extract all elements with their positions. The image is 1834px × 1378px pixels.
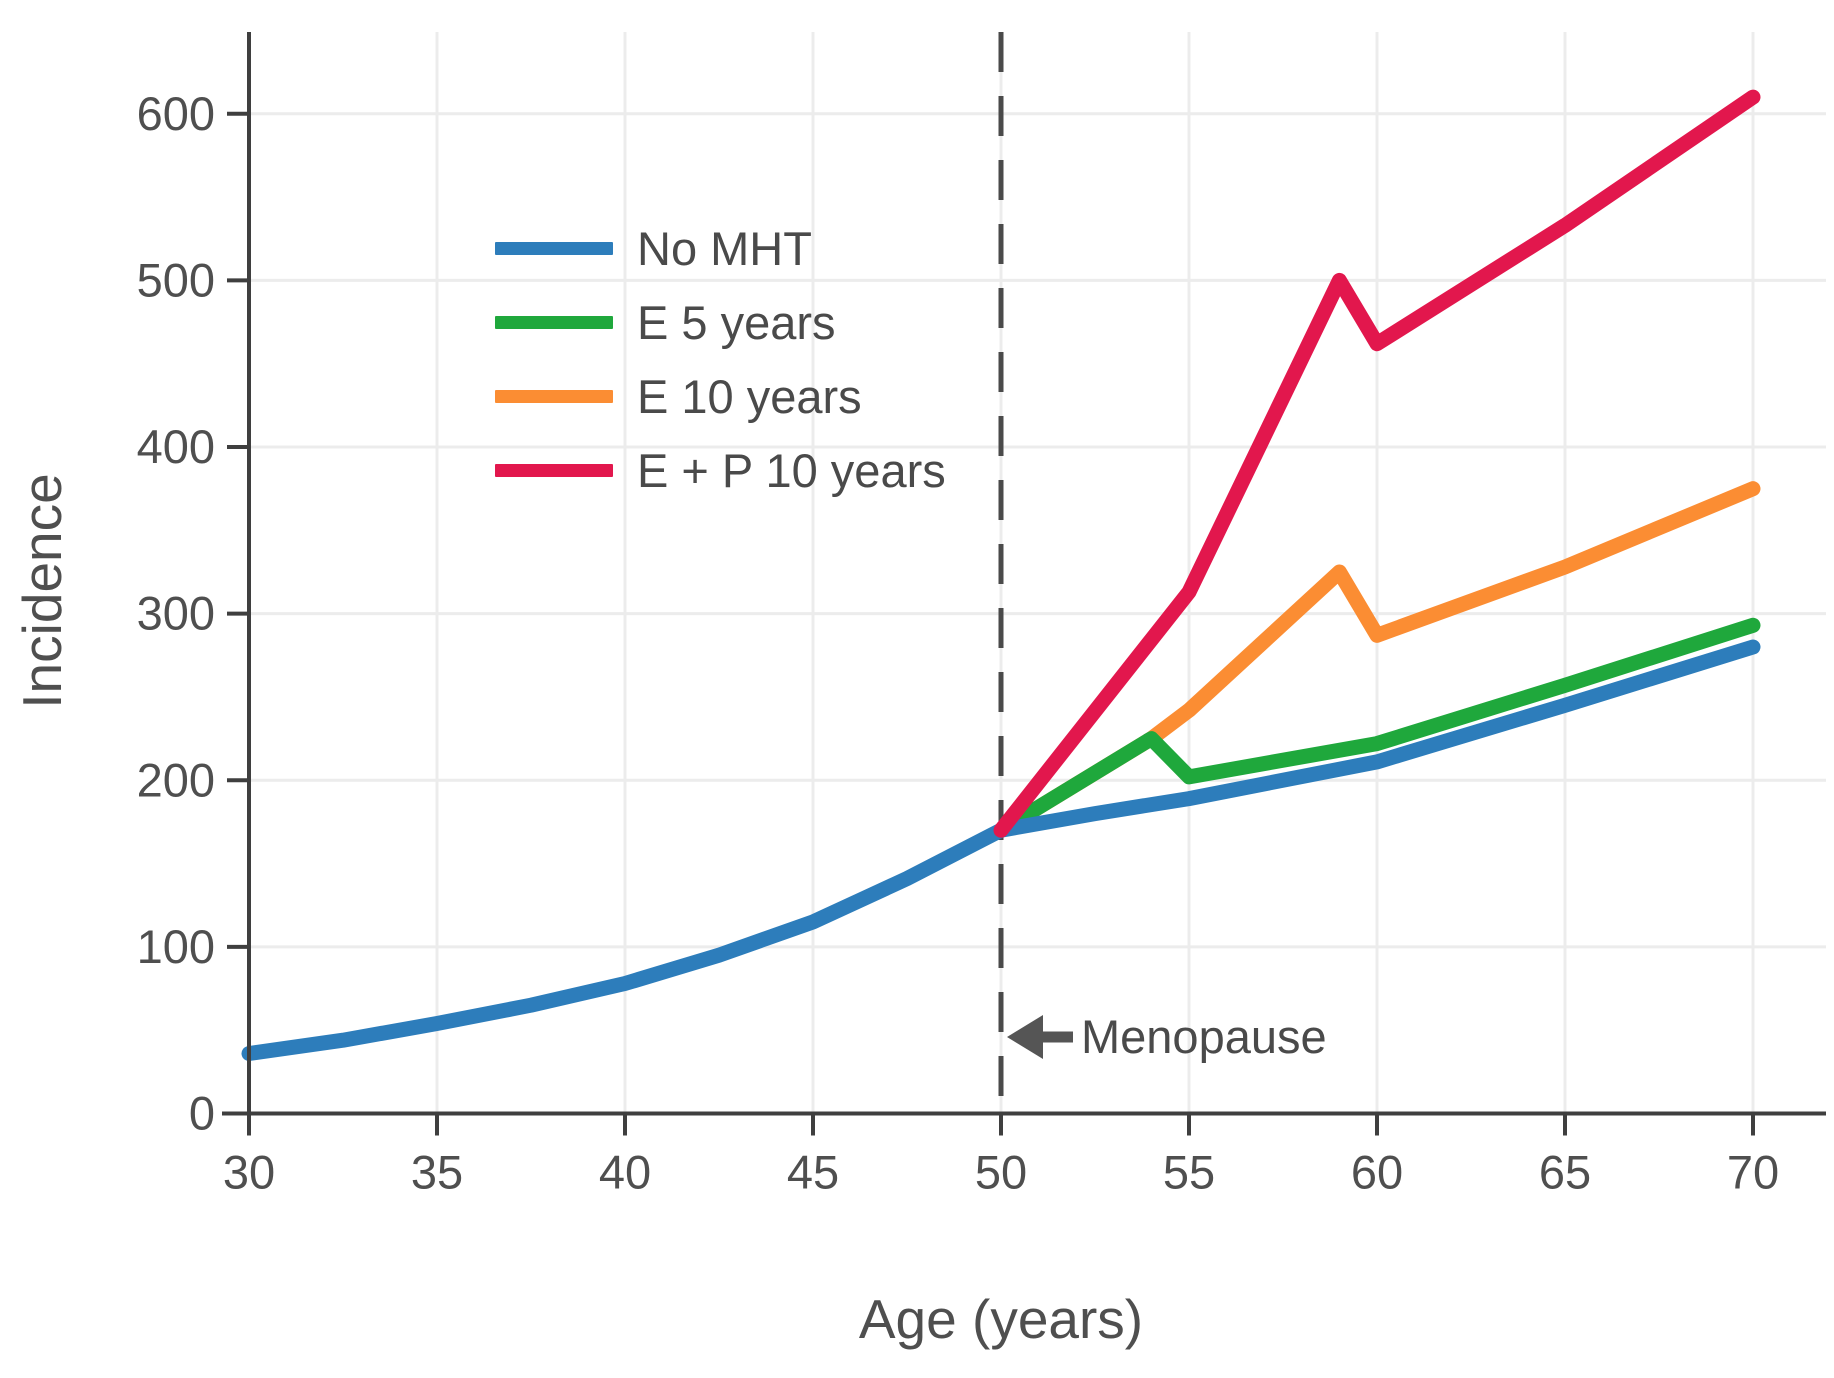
legend-label-no-mht: No MHT [637,221,812,275]
y-tick-label: 200 [137,753,215,806]
legend-label-e5: E 5 years [637,295,836,349]
legend-swatch-e5 [495,315,613,329]
x-tick-label: 35 [411,1146,463,1199]
legend-item-no-mht: No MHT [495,211,946,285]
y-tick-label: 0 [189,1087,215,1140]
y-tick-label: 400 [137,420,215,473]
y-axis-title: Incidence [11,473,73,709]
legend-item-e5: E 5 years [495,285,946,359]
tick-labels: 30 35 40 45 50 55 60 65 70 0 100 200 300 400 500 600 [137,87,1780,1199]
y-tick-label: 100 [137,920,215,973]
y-tick-label: 300 [137,587,215,640]
y-tick-label: 500 [137,253,215,306]
series-line-e-p-10-years [993,89,1761,838]
legend: No MHT E 5 years E 10 years E + P 10 yea… [495,211,946,507]
x-tick-label: 30 [223,1146,275,1199]
series-line-e-5-years [993,617,1761,838]
menopause-annotation-label: Menopause [1081,1010,1327,1063]
legend-swatch-ep10 [495,463,613,477]
x-axis-title: Age (years) [858,1288,1144,1350]
x-tick-label: 70 [1727,1146,1779,1199]
x-tick-label: 65 [1539,1146,1591,1199]
series-line-no-mht [241,639,1761,1061]
tick-marks [227,111,1755,1136]
x-tick-label: 55 [1163,1146,1215,1199]
legend-label-ep10: E + P 10 years [637,443,946,497]
x-tick-label: 45 [787,1146,839,1199]
y-tick-label: 600 [137,87,215,140]
gridlines [247,32,1826,1114]
legend-item-ep10: E + P 10 years [495,433,946,507]
legend-swatch-no-mht [495,241,613,255]
axes [222,32,1826,1116]
x-tick-label: 40 [599,1146,651,1199]
legend-label-e10: E 10 years [637,369,862,423]
legend-item-e10: E 10 years [495,359,946,433]
x-tick-label: 60 [1351,1146,1403,1199]
menopause-arrow-icon [1007,1015,1073,1059]
legend-swatch-e10 [495,389,613,403]
x-tick-label: 50 [975,1146,1027,1199]
